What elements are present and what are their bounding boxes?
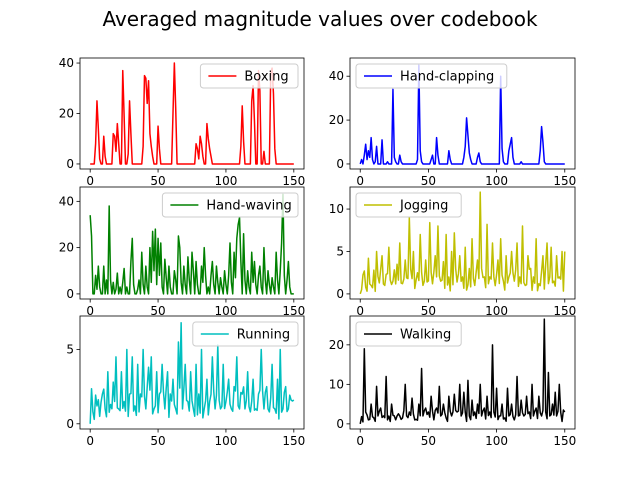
axes-frame — [349, 57, 576, 170]
legend: Jogging — [355, 192, 462, 218]
legend-label: Walking — [400, 328, 451, 343]
x-tick-label: 50 — [421, 434, 436, 448]
x-tick-label: 50 — [150, 304, 165, 318]
axes-frame — [79, 315, 305, 430]
series-line-boxing — [90, 62, 294, 165]
legend-label: Hand-waving — [206, 199, 291, 214]
legend: Boxing — [199, 63, 299, 89]
x-tick-label: 0 — [86, 174, 94, 188]
y-tick-label: 20 — [329, 338, 344, 352]
y-tick-label: 20 — [59, 107, 74, 121]
y-tick-label: 0 — [66, 417, 74, 431]
legend-box — [355, 63, 508, 89]
y-tick-label: 10 — [329, 377, 344, 391]
series-line-running — [89, 321, 295, 424]
x-tick-label: 0 — [356, 434, 364, 448]
axes-frame — [79, 186, 305, 300]
x-tick-label: 0 — [356, 174, 364, 188]
x-tick-label: 150 — [282, 174, 305, 188]
axes-frame — [349, 315, 576, 430]
legend: Walking — [355, 321, 462, 347]
y-tick-label: 5 — [336, 244, 344, 258]
figure-title: Averaged magnitude values over codebook — [102, 7, 537, 31]
y-tick-label: 40 — [59, 56, 74, 70]
y-tick-label: 0 — [336, 157, 344, 171]
x-tick-label: 100 — [485, 174, 508, 188]
legend-label: Jogging — [399, 199, 448, 214]
subplot-hand-waving: 0 50 100 150 0 20 40 Hand-waving — [59, 186, 305, 318]
subplot-walking: 0 50 100 150 0 10 20 Walking — [329, 315, 576, 448]
x-tick-label: 150 — [282, 304, 305, 318]
legend-label: Hand-clapping — [400, 70, 494, 85]
subplot-running: 0 50 100 150 0 5 Running — [66, 315, 305, 448]
legend-box — [192, 321, 299, 347]
series-line-hand-waving — [89, 193, 294, 295]
legend: Hand-clapping — [355, 63, 508, 89]
x-tick-label: 50 — [421, 174, 436, 188]
x-tick-label: 150 — [282, 434, 305, 448]
x-tick-label: 150 — [553, 304, 576, 318]
x-tick-label: 50 — [421, 304, 436, 318]
x-tick-label: 0 — [86, 304, 94, 318]
y-tick-label: 10 — [329, 202, 344, 216]
legend-box — [161, 192, 299, 218]
y-tick-label: 5 — [66, 342, 74, 356]
axes-frame — [349, 186, 576, 300]
y-tick-label: 40 — [59, 194, 74, 208]
x-tick-label: 100 — [214, 304, 237, 318]
legend-box — [355, 192, 462, 218]
x-tick-label: 50 — [150, 174, 165, 188]
x-tick-label: 50 — [150, 434, 165, 448]
legend-label: Running — [237, 328, 290, 343]
x-tick-label: 0 — [86, 434, 94, 448]
y-tick-label: 0 — [66, 157, 74, 171]
x-tick-label: 100 — [485, 434, 508, 448]
y-tick-label: 0 — [336, 417, 344, 431]
subplot-jogging: 0 50 100 150 0 5 10 Jogging — [329, 186, 576, 318]
legend-box — [355, 321, 462, 347]
legend: Hand-waving — [161, 192, 299, 218]
y-tick-label: 20 — [59, 241, 74, 255]
y-tick-label: 0 — [336, 287, 344, 301]
legend-box — [199, 63, 299, 89]
legend-label: Boxing — [244, 70, 288, 85]
y-tick-label: 20 — [329, 113, 344, 127]
series-line-jogging — [359, 191, 566, 295]
x-tick-label: 0 — [356, 304, 364, 318]
x-tick-label: 150 — [553, 434, 576, 448]
x-tick-label: 150 — [553, 174, 576, 188]
legend: Running — [192, 321, 299, 347]
x-tick-label: 100 — [485, 304, 508, 318]
series-line-hand-clapping — [359, 64, 565, 165]
x-tick-label: 100 — [214, 174, 237, 188]
y-tick-label: 0 — [66, 287, 74, 301]
y-tick-label: 40 — [329, 69, 344, 83]
subplot-boxing: 0 50 100 150 0 20 40 Boxing — [59, 56, 306, 188]
x-tick-label: 100 — [214, 434, 237, 448]
series-line-walking — [359, 318, 566, 424]
subplot-hand-clapping: 0 50 100 150 0 20 40 Hand-clapping — [329, 57, 576, 188]
